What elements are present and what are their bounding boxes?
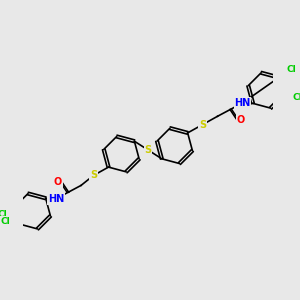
Text: O: O — [237, 115, 245, 124]
Text: HN: HN — [235, 98, 251, 108]
Text: S: S — [199, 120, 206, 130]
Text: O: O — [54, 177, 62, 187]
Text: Cl: Cl — [293, 93, 300, 102]
Text: Cl: Cl — [0, 210, 8, 219]
Text: Cl: Cl — [286, 65, 296, 74]
Text: S: S — [90, 170, 97, 180]
Text: HN: HN — [48, 194, 64, 204]
Text: S: S — [145, 145, 152, 155]
Text: Cl: Cl — [1, 217, 10, 226]
